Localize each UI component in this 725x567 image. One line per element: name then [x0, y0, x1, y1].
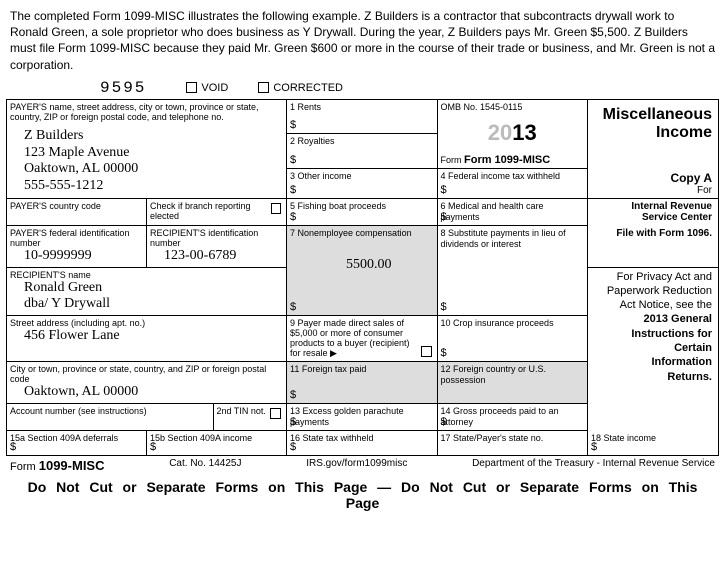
box-2-royalties: 2 Royalties$	[287, 134, 438, 169]
box-12: 12 Foreign country or U.S. possession	[438, 362, 589, 404]
void-checkbox: VOID	[186, 82, 228, 94]
form-footer: Form 1099-MISC Cat. No. 14425J IRS.gov/f…	[0, 456, 725, 475]
payer-phone: 555-555-1212	[24, 178, 283, 195]
omb-year: OMB No. 1545-0115 2013 Form Form 1099-MI…	[438, 100, 589, 169]
file-1096: File with Form 1096.	[588, 226, 718, 268]
box-9: 9 Payer made direct sales of $5,000 or m…	[287, 316, 438, 362]
box-1-rents: 1 Rents$	[287, 100, 438, 135]
recipient-street: Street address (including apt. no.) 456 …	[7, 316, 287, 362]
box-10: 10 Crop insurance proceeds$	[438, 316, 589, 362]
box-6: 6 Medical and health care payments$	[438, 199, 589, 226]
privacy-notice: For Privacy Act and Paperwork Reduction …	[588, 268, 718, 431]
top-row: 9595 VOID CORRECTED	[0, 79, 725, 99]
account-tin: Account number (see instructions) 2nd TI…	[7, 404, 287, 431]
form-1099-misc: PAYER'S name, street address, city or to…	[6, 99, 719, 456]
country-branch: PAYER'S country code Check if branch rep…	[7, 199, 287, 226]
payer-addr1: 123 Maple Avenue	[24, 145, 283, 162]
box-8: 8 Substitute payments in lieu of dividen…	[438, 226, 589, 316]
box-14: 14 Gross proceeds paid to an attorney$	[438, 404, 589, 431]
id-numbers: PAYER'S federal identification number 10…	[7, 226, 287, 268]
irs-center: Internal RevenueService Center	[588, 199, 718, 226]
form-number: 9595	[100, 79, 146, 97]
intro-paragraph: The completed Form 1099-MISC illustrates…	[0, 0, 725, 79]
box-18: 18 State income$	[588, 431, 718, 455]
box-16: 16 State tax withheld$	[287, 431, 438, 455]
recipient-name-block: RECIPIENT'S name Ronald Green dba/ Y Dry…	[7, 268, 287, 317]
box-11: 11 Foreign tax paid$	[287, 362, 438, 404]
box-4: 4 Federal income tax withheld$	[438, 169, 589, 199]
payer-name: Z Builders	[24, 128, 283, 145]
copy-a: Copy AFor	[588, 169, 718, 199]
box-13: 13 Excess golden parachute payments$	[287, 404, 438, 431]
payer-addr2: Oaktown, AL 00000	[24, 161, 283, 178]
box-15: 15a Section 409A deferrals$ 15b Section …	[7, 431, 287, 455]
box-5: 5 Fishing boat proceeds$	[287, 199, 438, 226]
box-3: 3 Other income$	[287, 169, 438, 199]
box-17: 17 State/Payer's state no.	[438, 431, 589, 455]
corrected-checkbox: CORRECTED	[258, 82, 343, 94]
do-not-cut-warning: Do Not Cut or Separate Forms on This Pag…	[0, 475, 725, 515]
recipient-city: City or town, province or state, country…	[7, 362, 287, 404]
box-7: 7 Nonemployee compensation 5500.00 $	[287, 226, 438, 316]
payer-block: PAYER'S name, street address, city or to…	[7, 100, 287, 199]
form-title: MiscellaneousIncome	[588, 100, 718, 169]
